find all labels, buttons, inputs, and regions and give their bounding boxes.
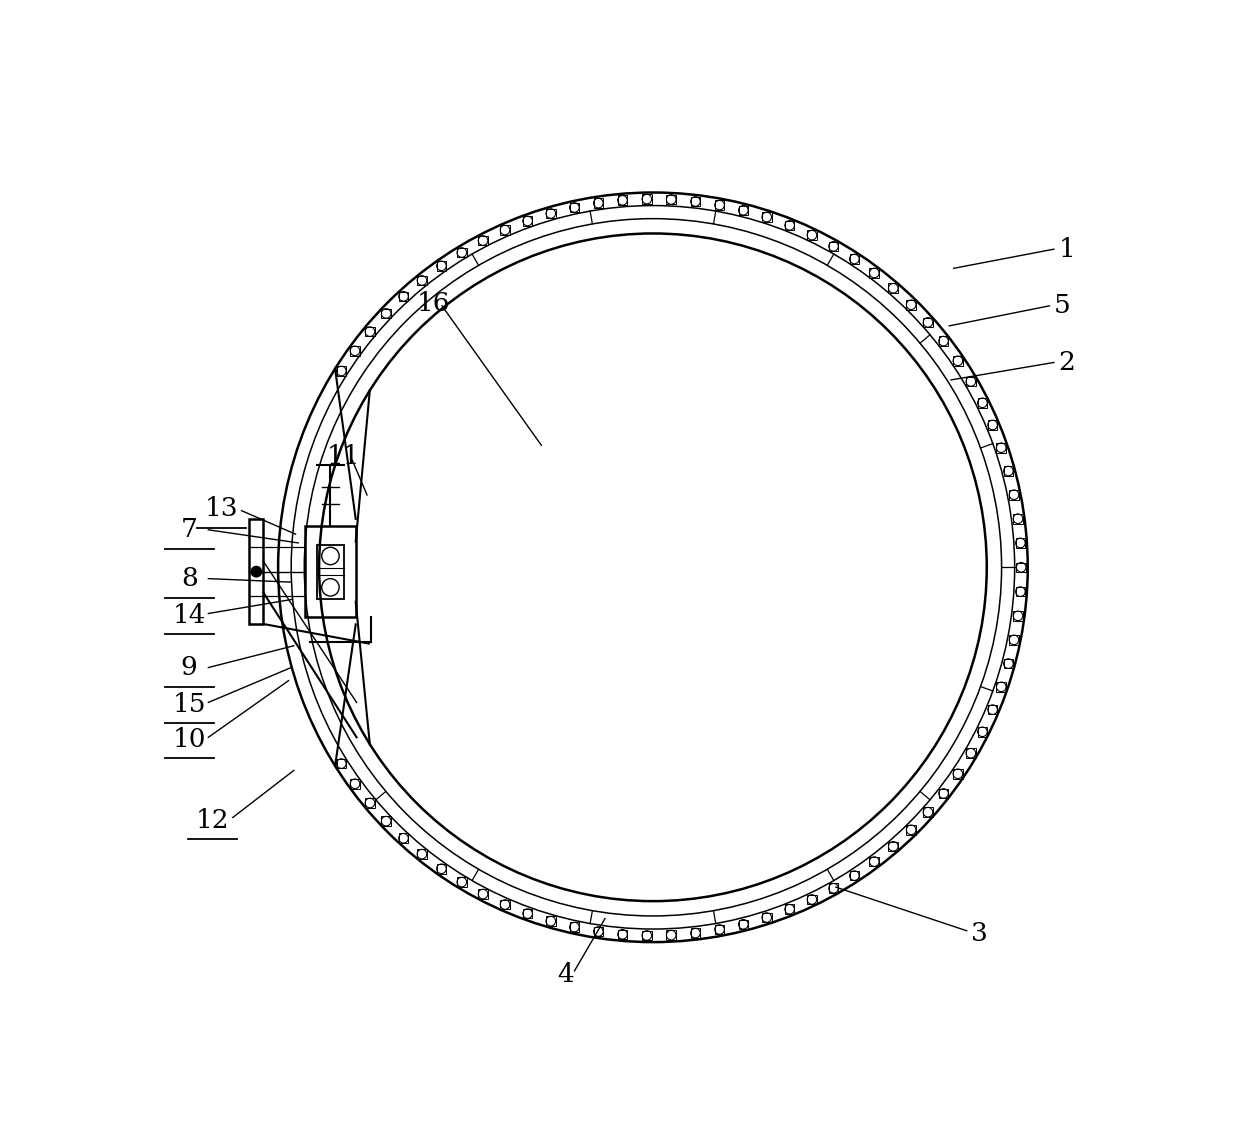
Bar — [1017, 563, 1025, 572]
Bar — [889, 283, 898, 293]
Bar — [828, 883, 838, 893]
Bar — [249, 520, 263, 624]
Bar — [785, 904, 795, 914]
Bar — [365, 327, 374, 336]
Bar — [761, 213, 771, 222]
Text: 15: 15 — [172, 692, 206, 717]
Bar — [523, 216, 532, 225]
Bar — [691, 197, 701, 206]
Bar — [939, 789, 949, 798]
Bar — [458, 877, 466, 886]
Bar — [714, 200, 724, 209]
Bar — [317, 544, 343, 599]
Text: 13: 13 — [205, 497, 238, 522]
Bar — [785, 221, 795, 230]
Bar — [761, 912, 771, 923]
Bar — [382, 816, 391, 826]
Bar — [642, 931, 652, 941]
Text: 10: 10 — [172, 727, 206, 752]
Text: 14: 14 — [172, 602, 206, 628]
Bar — [417, 276, 427, 285]
Bar — [436, 261, 446, 271]
Bar — [997, 683, 1006, 692]
Bar — [350, 779, 360, 789]
Text: 12: 12 — [196, 807, 229, 832]
Bar — [523, 909, 532, 918]
Bar — [666, 195, 676, 204]
Bar — [714, 925, 724, 934]
Bar — [997, 443, 1006, 453]
Text: 9: 9 — [181, 655, 197, 680]
Bar — [666, 931, 676, 940]
Bar — [569, 923, 579, 932]
Bar — [939, 336, 949, 346]
Bar — [1009, 635, 1019, 645]
Bar — [569, 203, 579, 213]
Text: 2: 2 — [1059, 350, 1075, 375]
Bar — [889, 841, 898, 851]
Bar — [1016, 586, 1025, 597]
Bar — [546, 916, 556, 926]
Bar — [849, 871, 859, 881]
Text: 3: 3 — [971, 921, 988, 946]
Bar — [1016, 538, 1025, 548]
Text: 16: 16 — [417, 291, 450, 316]
Bar — [906, 825, 916, 834]
Text: 1: 1 — [1059, 237, 1075, 261]
Bar — [1003, 659, 1013, 668]
Text: 7: 7 — [181, 517, 197, 542]
Bar — [350, 346, 360, 355]
Text: 4: 4 — [558, 962, 574, 987]
Text: 5: 5 — [1054, 293, 1071, 318]
Text: 8: 8 — [181, 566, 197, 591]
Bar — [500, 225, 510, 234]
Bar — [828, 241, 838, 251]
Bar — [399, 292, 408, 301]
Bar — [618, 929, 627, 940]
Bar — [436, 864, 446, 874]
Bar — [869, 857, 879, 866]
Bar — [869, 268, 879, 277]
Bar — [1003, 466, 1013, 475]
Bar — [594, 927, 603, 936]
Bar — [399, 833, 408, 843]
Bar — [977, 727, 987, 737]
Bar — [954, 769, 962, 779]
Bar — [849, 255, 859, 264]
Bar — [977, 398, 987, 408]
Bar — [966, 748, 976, 758]
Bar — [382, 309, 391, 318]
Bar — [336, 758, 346, 769]
Bar — [691, 928, 701, 938]
Bar — [594, 198, 603, 208]
Bar — [500, 900, 510, 909]
Bar — [923, 807, 932, 817]
Bar — [954, 357, 962, 366]
Circle shape — [252, 566, 262, 577]
Bar — [642, 195, 652, 204]
Bar — [417, 849, 427, 859]
Bar — [988, 420, 997, 430]
Bar — [906, 300, 916, 309]
Bar — [807, 894, 817, 904]
Bar — [807, 230, 817, 240]
Bar — [988, 705, 997, 714]
Bar — [1013, 611, 1023, 620]
Bar — [1009, 490, 1019, 499]
Text: 11: 11 — [327, 444, 361, 469]
Bar — [1013, 514, 1023, 523]
Bar — [305, 526, 356, 617]
Bar — [479, 890, 487, 899]
Bar — [458, 248, 466, 257]
Bar — [923, 318, 932, 327]
Bar — [546, 208, 556, 218]
Bar — [739, 206, 748, 215]
Bar — [618, 196, 627, 205]
Bar — [739, 919, 748, 929]
Bar — [479, 235, 487, 246]
Bar — [365, 798, 374, 808]
Bar — [966, 377, 976, 386]
Bar — [336, 367, 346, 376]
